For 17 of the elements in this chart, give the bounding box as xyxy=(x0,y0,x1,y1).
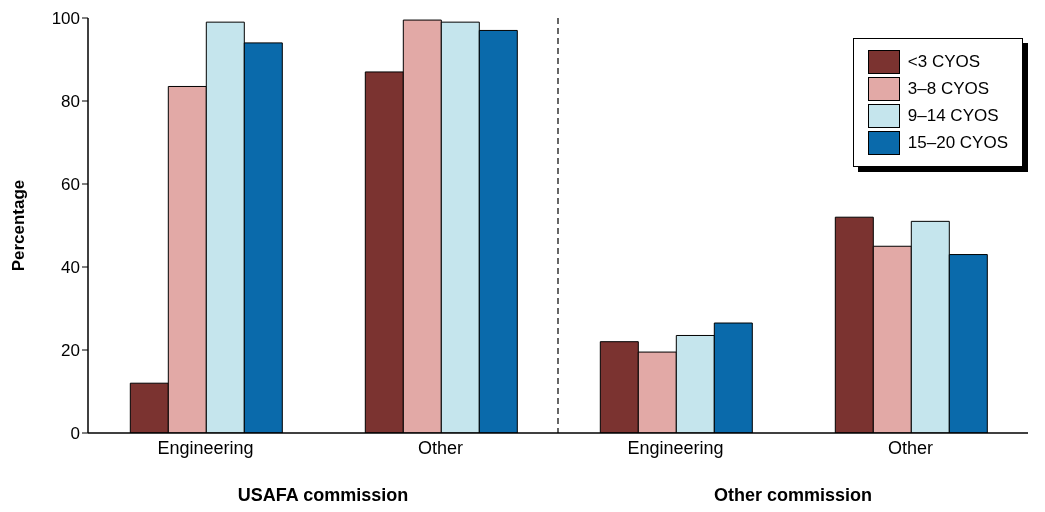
x-tick-label: Engineering xyxy=(157,437,254,458)
legend-label: <3 CYOS xyxy=(907,52,981,72)
y-tick-label: 20 xyxy=(61,341,80,361)
x-tick-label: Engineering xyxy=(627,437,724,458)
x-tick-label: Other xyxy=(887,437,934,458)
legend-label: 9–14 CYOS xyxy=(907,106,999,126)
y-tick-label: 0 xyxy=(70,424,80,444)
legend-label: 3–8 CYOS xyxy=(907,79,990,99)
legend-label: 15–20 CYOS xyxy=(907,133,1008,153)
x-axis-title: Other commission xyxy=(713,485,873,505)
y-tick-label: 80 xyxy=(61,92,80,112)
y-axis-title: Percentage xyxy=(9,179,29,272)
x-axis-title: USAFA commission xyxy=(237,485,409,505)
y-tick-label: 60 xyxy=(61,175,80,195)
y-tick-label: 100 xyxy=(51,9,80,29)
y-tick-label: 40 xyxy=(61,258,80,278)
x-tick-label: Other xyxy=(417,437,464,458)
